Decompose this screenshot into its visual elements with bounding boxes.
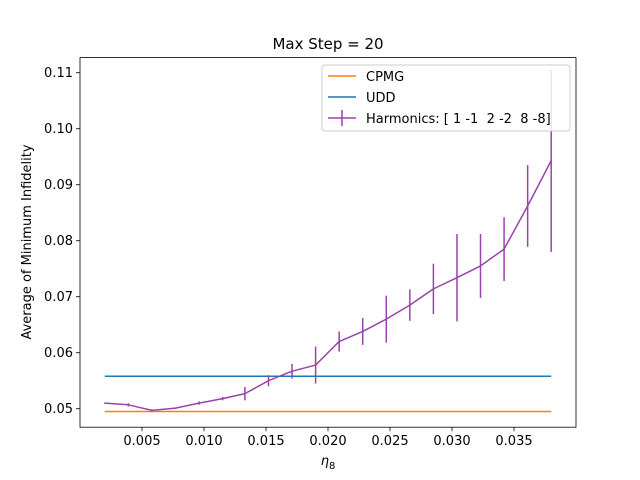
harmonics-point (268, 380, 270, 382)
harmonics-point (480, 265, 482, 267)
harmonics-point (550, 160, 552, 162)
x-axis-label-sub: 8 (329, 461, 335, 472)
harmonics-point (104, 402, 106, 404)
y-tick-label: 0.10 (44, 122, 73, 137)
x-tick-label: 0.010 (185, 434, 222, 449)
x-tick-label: 0.035 (495, 434, 532, 449)
harmonics-point (527, 205, 529, 207)
harmonics-point (362, 331, 364, 333)
legend: CPMG UDD Harmonics: [ 1 -1 2 -2 8 -8] (322, 65, 570, 131)
legend-label-harmonics: Harmonics: [ 1 -1 2 -2 8 -8] (366, 112, 551, 127)
y-tick-label: 0.08 (44, 234, 73, 249)
x-tick-label: 0.030 (433, 434, 470, 449)
x-tick-label: 0.020 (309, 434, 346, 449)
y-tick-label: 0.09 (44, 178, 73, 193)
legend-label-udd: UDD (366, 91, 396, 106)
y-tick-label: 0.11 (44, 66, 73, 81)
harmonics-point (338, 341, 340, 343)
harmonics-point (175, 407, 177, 409)
harmonics-point (409, 304, 411, 306)
harmonics-point (128, 404, 130, 406)
harmonics-point (244, 393, 246, 395)
x-tick-label: 0.015 (247, 434, 284, 449)
harmonics-point (315, 364, 317, 366)
y-tick-label: 0.05 (44, 402, 73, 417)
chart-title: Max Step = 20 (272, 35, 383, 53)
harmonics-point (385, 318, 387, 320)
legend-label-cpmg: CPMG (366, 70, 404, 85)
harmonics-point (222, 398, 224, 400)
harmonics-point (291, 370, 293, 372)
harmonics-point (503, 248, 505, 250)
harmonics-point (456, 277, 458, 279)
harmonics-point (433, 288, 435, 290)
harmonics-point (151, 410, 153, 412)
harmonics-point (198, 402, 200, 404)
x-axis-label-main: η (321, 454, 329, 469)
y-axis-label: Average of Minimum Infidelity (20, 144, 35, 339)
x-tick-label: 0.025 (371, 434, 408, 449)
y-tick-label: 0.07 (44, 290, 73, 305)
x-tick-label: 0.005 (123, 434, 160, 449)
y-tick-label: 0.06 (44, 346, 73, 361)
